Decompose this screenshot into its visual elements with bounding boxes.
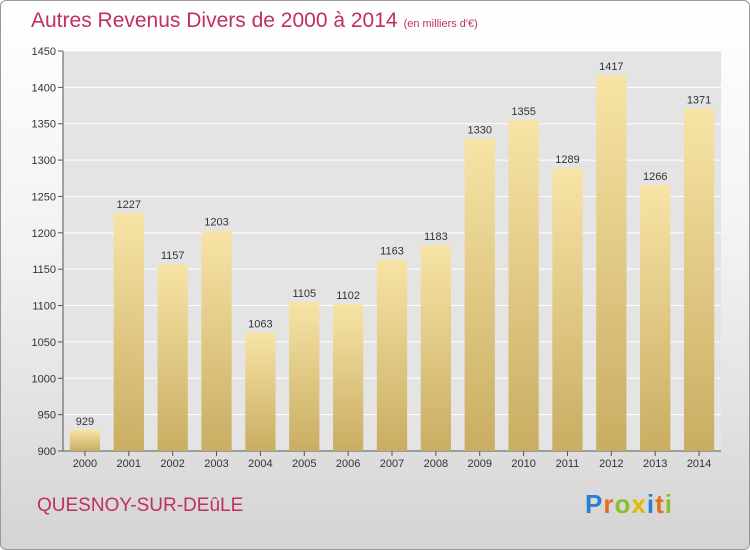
bar-2010 <box>508 120 539 451</box>
y-tick-label: 1200 <box>32 228 56 240</box>
value-label-2011: 1289 <box>555 154 579 166</box>
y-tick-label: 1100 <box>32 301 56 313</box>
x-tick-label-2010: 2010 <box>511 458 535 470</box>
y-tick-label: 1250 <box>32 191 56 203</box>
bar-2006 <box>332 304 364 451</box>
bar-2005 <box>289 301 320 451</box>
x-tick-label-2002: 2002 <box>160 458 184 470</box>
y-tick-label: 1350 <box>32 119 56 131</box>
x-tick-label-2013: 2013 <box>643 458 667 470</box>
x-tick-label-2005: 2005 <box>292 458 316 470</box>
x-tick-label-2001: 2001 <box>117 458 141 470</box>
y-tick-label: 1000 <box>32 373 56 385</box>
value-label-2000: 929 <box>76 416 94 428</box>
value-label-2008: 1183 <box>424 231 448 243</box>
bar-2003 <box>201 230 232 451</box>
value-label-2014: 1371 <box>687 94 711 106</box>
logo-letter: r <box>603 489 615 519</box>
logo-letter: i <box>664 489 673 519</box>
value-label-2007: 1163 <box>380 246 404 258</box>
x-tick-label-2009: 2009 <box>467 458 491 470</box>
bar-2004 <box>245 332 276 451</box>
value-label-2004: 1063 <box>248 318 272 330</box>
x-tick-label-2012: 2012 <box>599 458 623 470</box>
chart-subtitle: (en milliers d'€) <box>403 18 478 30</box>
y-tick-label: 1400 <box>32 82 56 94</box>
value-label-2001: 1227 <box>117 199 141 211</box>
bar-2009 <box>464 138 495 452</box>
chart-title-text: Autres Revenus Divers de 2000 à 2014 <box>31 9 398 32</box>
logo-letter: i <box>646 489 656 519</box>
x-tick-label-2008: 2008 <box>424 458 448 470</box>
value-label-2006: 1102 <box>336 290 360 302</box>
x-tick-label-2011: 2011 <box>556 458 580 470</box>
location-name: QUESNOY-SUR-DEûLE <box>37 495 244 516</box>
value-label-2005: 1105 <box>292 288 316 300</box>
bar-2012 <box>596 75 627 451</box>
bar-2001 <box>113 213 144 451</box>
value-label-2012: 1417 <box>599 61 623 73</box>
value-label-2003: 1203 <box>204 217 228 229</box>
value-label-2013: 1266 <box>643 171 667 183</box>
logo-letter: o <box>614 489 632 519</box>
logo-letter: x <box>631 489 647 519</box>
y-tick-label: 950 <box>38 410 56 422</box>
logo-letter: P <box>585 489 604 519</box>
bar-2013 <box>640 184 671 451</box>
x-tick-label-2014: 2014 <box>687 458 711 470</box>
bar-2000 <box>69 429 101 451</box>
value-label-2010: 1355 <box>511 106 535 118</box>
bar-2007 <box>376 259 408 451</box>
x-tick-label-2000: 2000 <box>73 458 97 470</box>
y-tick-label: 1150 <box>32 264 56 276</box>
bar-2008 <box>420 245 452 451</box>
x-tick-label-2003: 2003 <box>204 458 228 470</box>
y-tick-label: 1300 <box>32 155 56 167</box>
bar-2011 <box>552 168 583 451</box>
y-tick-label: 1050 <box>32 337 56 349</box>
value-label-2002: 1157 <box>161 250 185 262</box>
chart-title: Autres Revenus Divers de 2000 à 2014 (en … <box>31 9 478 33</box>
y-tick-label: 900 <box>38 446 56 458</box>
y-tick-label: 1450 <box>32 46 56 58</box>
proxiti-logo: Proxiti <box>585 489 673 520</box>
x-tick-label-2004: 2004 <box>248 458 272 470</box>
x-tick-label-2007: 2007 <box>380 458 404 470</box>
logo-letter: t <box>655 489 665 519</box>
x-tick-label-2006: 2006 <box>336 458 360 470</box>
bar-2014 <box>683 108 715 452</box>
value-label-2009: 1330 <box>467 124 491 136</box>
bar-2002 <box>157 264 188 451</box>
